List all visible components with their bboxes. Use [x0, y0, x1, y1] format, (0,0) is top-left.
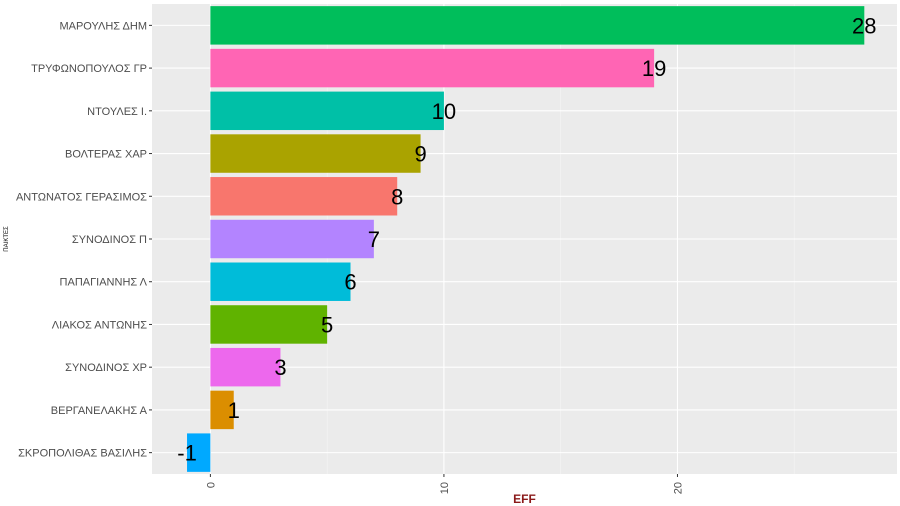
bar: [210, 48, 655, 88]
x-tick-label: 0: [205, 482, 217, 488]
bar-value-label: 6: [344, 270, 356, 295]
bars: [187, 6, 865, 472]
category-label: ΒΟΛΤΕΡΑΣ ΧΑΡ: [65, 149, 147, 161]
category-label: ΛΙΑΚΟΣ ΑΝΤΩΝΗΣ: [52, 319, 147, 331]
bar: [210, 305, 328, 344]
x-axis-title: EFF: [513, 492, 536, 506]
bar-value-label: 9: [414, 142, 426, 167]
bar-value-label: 3: [274, 355, 286, 380]
bar-value-label: -1: [177, 441, 197, 466]
bar: [210, 390, 234, 430]
category-label: ΝΤΟΥΛΕΣ Ι.: [87, 106, 147, 118]
bar: [187, 433, 211, 472]
category-label: ΣΥΝΟΔΙΝΟΣ ΧΡ: [65, 362, 147, 374]
bar-value-label: 19: [642, 56, 666, 81]
y-axis-title: ΠΑΙΚΤΕΣ: [4, 226, 10, 252]
category-label: ΣΚΡΟΠΟΛΙΘΑΣ ΒΑΣΙΛΗΣ: [18, 448, 147, 460]
category-label: ΤΡΥΦΩΝΟΠΟΥΛΟΣ ΓΡ: [31, 63, 147, 75]
bar: [210, 219, 374, 259]
category-label: ΑΝΤΩΝΑΤΟΣ ΓΕΡΑΣΙΜΟΣ: [16, 191, 147, 203]
category-label: ΜΑΡΟΥΛΗΣ ΔΗΜ: [59, 20, 147, 32]
bar-value-label: 8: [391, 184, 403, 209]
bar: [210, 91, 444, 131]
bar: [210, 134, 421, 173]
bar: [210, 262, 351, 301]
category-label: ΠΑΠΑΓΙΑΝΝΗΣ Λ: [60, 277, 148, 289]
bar-value-label: 7: [368, 227, 380, 252]
bar: [210, 347, 281, 387]
bar: [210, 177, 398, 216]
bar: [210, 6, 865, 45]
bar-value-label: 28: [852, 13, 876, 38]
x-tick-label: 20: [672, 482, 684, 494]
category-label: ΒΕΡΓΑΝΕΛΑΚΗΣ Α: [51, 405, 148, 417]
x-axis-ticks: 0 10 20: [205, 474, 684, 494]
category-labels: ΜΑΡΟΥΛΗΣ ΔΗΜ ΤΡΥΦΩΝΟΠΟΥΛΟΣ ΓΡ ΝΤΟΥΛΕΣ Ι. ΒΟ…: [16, 20, 152, 460]
bar-value-label: 1: [228, 398, 240, 423]
bar-value-label: 5: [321, 312, 333, 337]
bar-value-label: 10: [432, 99, 456, 124]
x-tick-label: 10: [439, 482, 451, 494]
category-label: ΣΥΝΟΔΙΝΟΣ Π: [72, 234, 147, 246]
